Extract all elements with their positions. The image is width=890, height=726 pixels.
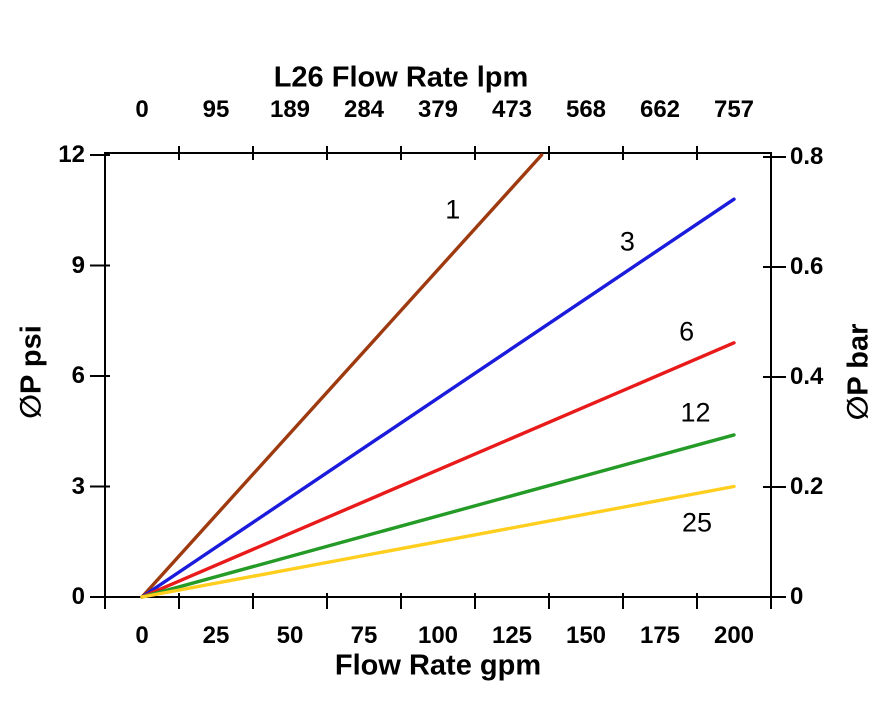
y-tick-label-psi: 0 [71, 583, 85, 610]
y-tick-label-psi: 3 [71, 472, 85, 500]
curve-6 [140, 341, 736, 599]
x-tick-label-lpm: 662 [639, 96, 681, 123]
y-tick-label-bar: 0 [790, 583, 804, 610]
x-tick-label-lpm: 473 [491, 96, 533, 123]
y-axis-label-right: ∅P bar [842, 323, 875, 421]
y-tick-label-bar: 0.6 [790, 253, 824, 280]
curve-label-1: 1 [445, 194, 461, 225]
x-tick-label-gpm: 25 [202, 622, 230, 649]
x-tick-label-lpm: 568 [565, 96, 607, 123]
x-tick-label-gpm: 175 [639, 622, 681, 649]
curve-12 [140, 433, 736, 599]
curve-1 [140, 153, 544, 599]
x-tick-label-lpm: 189 [269, 96, 311, 123]
x-tick-label-gpm: 50 [276, 622, 304, 649]
y-tick-label-bar: 0.4 [790, 363, 824, 390]
curve-25 [140, 484, 736, 599]
curve-label-25: 25 [681, 507, 713, 538]
y-tick-label-psi: 6 [71, 362, 85, 389]
y-tick-label-bar: 0.2 [790, 473, 824, 500]
x-tick-label-gpm: 75 [350, 622, 378, 649]
x-tick-label-lpm: 0 [135, 96, 149, 123]
x-tick-label-gpm: 125 [491, 622, 533, 649]
x-tick-label-gpm: 200 [713, 622, 755, 649]
y-tick-label-bar: 0.8 [790, 143, 824, 170]
x-tick-label-lpm: 95 [202, 96, 230, 123]
x-tick-label-lpm: 284 [343, 96, 385, 123]
x-tick-label-gpm: 100 [417, 622, 459, 649]
curve-label-6: 6 [679, 316, 695, 347]
y-tick-label-psi: 9 [71, 251, 85, 279]
x-tick-label-lpm: 379 [417, 96, 459, 123]
x-tick-label-gpm: 150 [565, 622, 607, 649]
y-tick-label-psi: 12 [58, 141, 85, 168]
chart-title: L26 Flow Rate lpm [273, 61, 529, 94]
x-axis-label-bottom: Flow Rate gpm [334, 649, 542, 682]
curve-label-12: 12 [680, 397, 711, 428]
curve-label-3: 3 [619, 226, 635, 257]
x-tick-label-gpm: 0 [135, 622, 149, 649]
plot-frame [104, 152, 772, 598]
y-axis-label-left: ∅P psi [15, 325, 48, 419]
curve-3 [140, 197, 736, 599]
x-tick-label-lpm: 757 [713, 96, 755, 123]
